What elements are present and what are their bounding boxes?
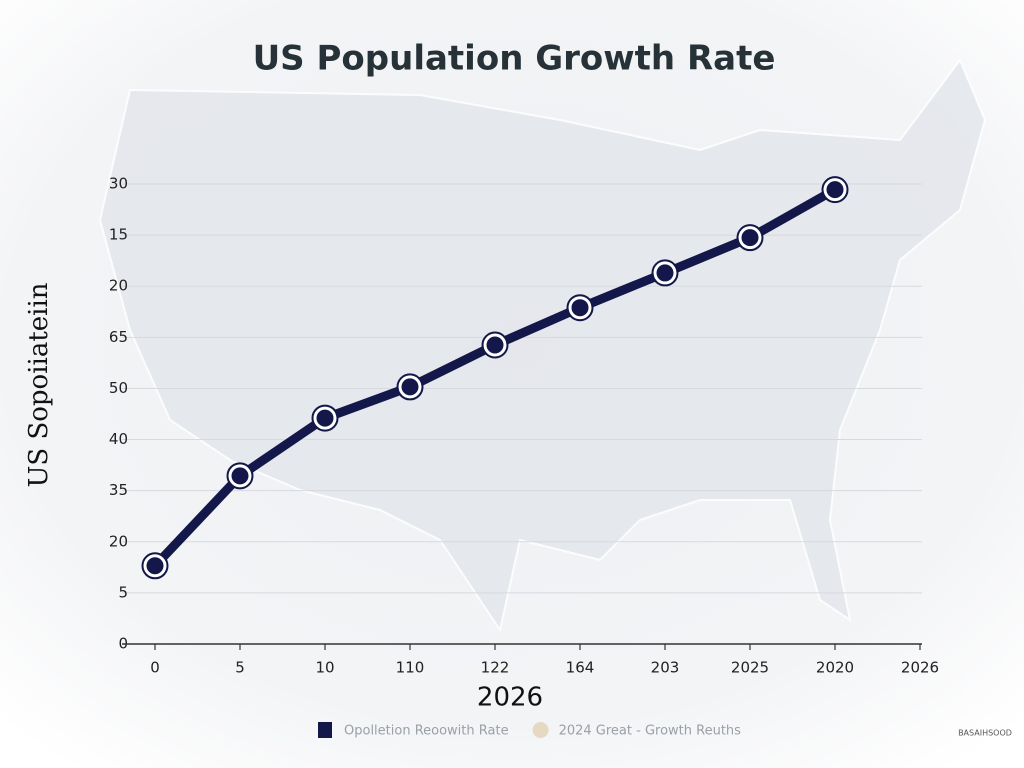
point-ring [141,552,169,580]
point [738,226,762,250]
x-tick-label: 203 [651,659,680,677]
y-tick-label: 30 [109,175,128,193]
point-ring [736,224,764,252]
x-tick-label: 110 [396,659,425,677]
legend-label: Opolletion Reoowith Rate [344,724,509,739]
x-tick-label: 164 [566,659,595,677]
point [568,296,592,320]
y-tick-label: 50 [109,379,128,397]
point-ring [566,294,594,322]
y-tick-label: 65 [109,328,128,346]
legend-label: 2024 Great - Growth Reuths [559,724,742,739]
x-tick-label: 0 [150,659,160,677]
point-ring [311,404,339,432]
point-ring [396,373,424,401]
point [313,406,337,430]
y-tick-label: 40 [109,430,128,448]
y-tick-label: 20 [109,277,128,295]
watermark: BASAIHSOOD [958,729,1012,738]
x-tick-label: 5 [235,659,245,677]
map-silhouette [98,58,987,633]
y-tick-label: 15 [109,226,128,244]
x-axis-label: 2026 [477,683,543,713]
point-ring [821,176,849,204]
y-axis-label: US Sopoiiateiin [24,282,54,487]
point-ring [651,259,679,287]
legend-swatch [532,722,549,738]
point [653,261,677,285]
y-tick-label: 35 [109,481,128,499]
point [143,554,167,578]
point [398,375,422,399]
point [228,464,252,488]
x-tick-label: 2026 [901,659,939,677]
point [483,333,507,357]
point-ring [226,462,254,490]
chart-title: US Population Growth Rate [253,39,776,79]
point-ring [481,331,509,359]
legend-swatch [318,722,332,738]
x-tick-label: 2025 [731,659,769,677]
point [823,178,847,202]
x-tick-label: 10 [315,659,334,677]
y-tick-label: 5 [118,583,128,601]
y-tick-label: 20 [109,532,128,550]
x-tick-label: 122 [481,659,510,677]
x-tick-label: 2020 [816,659,854,677]
